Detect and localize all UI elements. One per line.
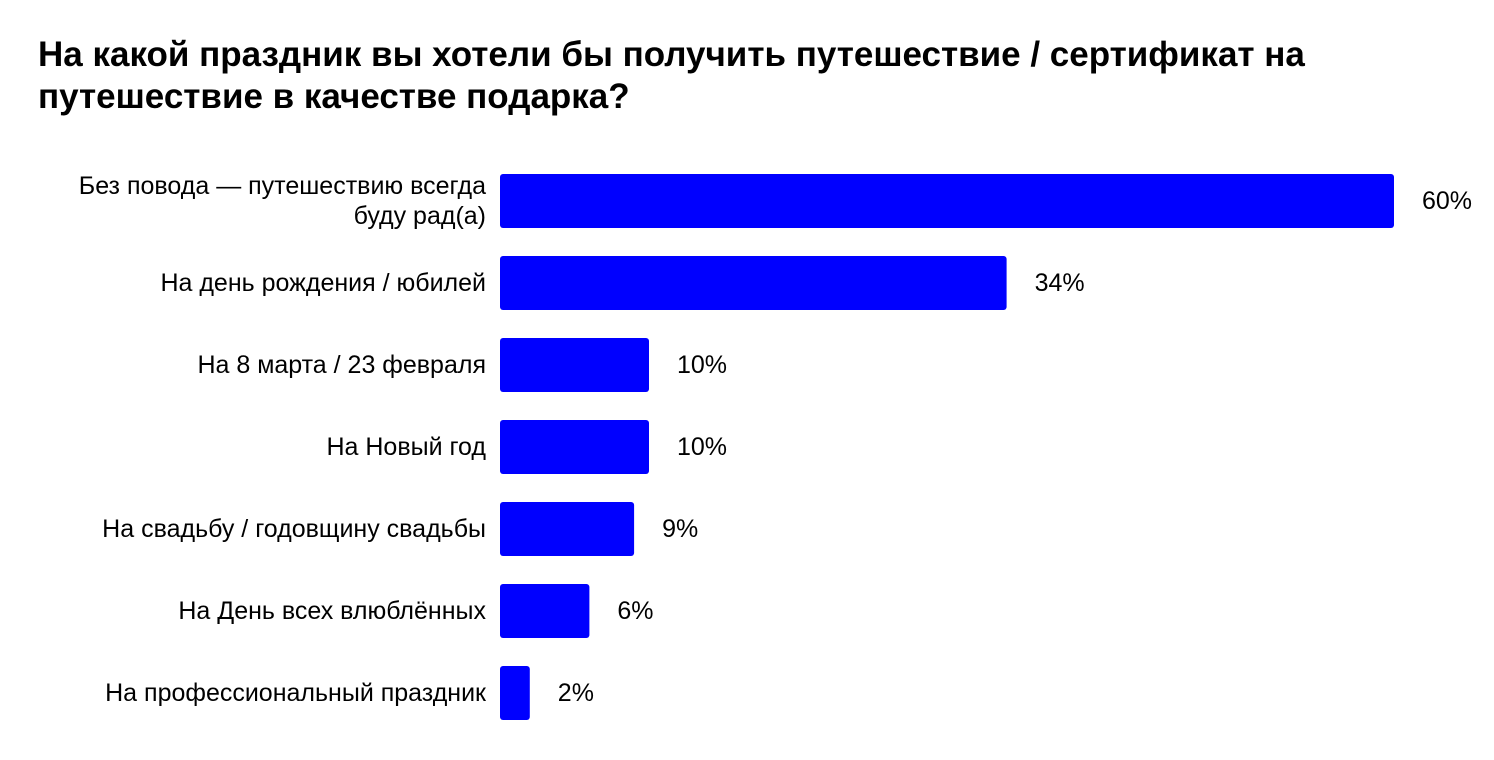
bar (500, 174, 1394, 228)
value-label: 10% (677, 433, 727, 461)
value-label: 9% (662, 515, 698, 543)
bar (500, 666, 530, 720)
bars (500, 174, 1394, 720)
category-label: На 8 марта / 23 февраля (197, 351, 486, 379)
value-label: 60% (1422, 187, 1472, 215)
value-label: 10% (677, 351, 727, 379)
category-label: На свадьбу / годовщину свадьбы (102, 515, 486, 543)
category-label: На день рождения / юбилей (160, 269, 486, 297)
bar (500, 584, 590, 638)
category-label: На Новый год (326, 433, 486, 461)
category-label: буду рад(а) (354, 202, 486, 230)
category-label: На День всех влюблённых (178, 597, 486, 625)
value-label: 2% (558, 679, 594, 707)
value-label: 6% (617, 597, 653, 625)
chart-title: На какой праздник вы хотели бы получить … (38, 35, 1305, 116)
bar (500, 502, 635, 556)
value-labels: 60% 34% 10% 10% 9% 6% 2% (558, 187, 1472, 707)
bar (500, 256, 1007, 310)
category-label: На профессиональный праздник (105, 679, 487, 707)
category-label: Без повода — путешествию всегда (79, 172, 486, 200)
value-label: 34% (1035, 269, 1085, 297)
bar (500, 338, 649, 392)
bar (500, 420, 649, 474)
